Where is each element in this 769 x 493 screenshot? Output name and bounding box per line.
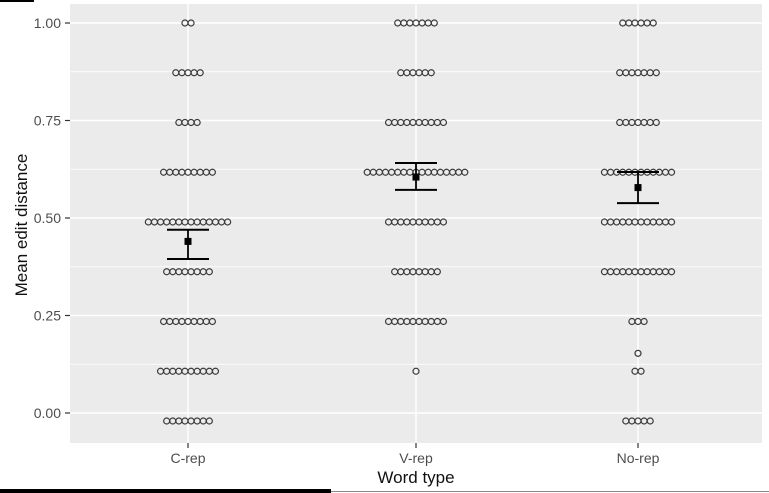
data-dot xyxy=(196,69,204,77)
y-axis-title: Mean edit distance xyxy=(12,153,31,297)
x-tick-label: C-rep xyxy=(170,450,205,466)
data-dot xyxy=(205,268,213,276)
data-dot xyxy=(208,168,216,176)
data-dot xyxy=(667,268,676,276)
data-dot xyxy=(637,367,645,375)
data-dot xyxy=(439,118,448,127)
data-dot xyxy=(224,218,232,226)
data-dot xyxy=(667,168,676,176)
data-dot xyxy=(667,218,676,226)
y-tick-label: 1.00 xyxy=(34,15,61,31)
data-dot xyxy=(640,317,648,326)
data-dot xyxy=(211,367,220,375)
scan-border-artifact-bottom-line xyxy=(0,491,769,492)
data-dot xyxy=(649,19,657,27)
data-dot xyxy=(461,168,469,176)
y-tick-label: 0.75 xyxy=(34,113,61,129)
data-dot xyxy=(205,417,213,425)
x-axis-title: Word type xyxy=(377,468,455,487)
data-dot xyxy=(427,69,435,77)
data-dot xyxy=(652,69,660,77)
y-tick-label: 0.25 xyxy=(34,308,61,324)
data-dot xyxy=(430,19,438,27)
scan-border-artifact-bottom-bar xyxy=(0,489,331,493)
data-dot xyxy=(439,218,448,226)
mean-point xyxy=(634,184,642,192)
data-dot xyxy=(439,317,448,326)
data-dot xyxy=(193,118,201,127)
data-dot xyxy=(412,367,420,375)
scan-border-artifact-top xyxy=(0,0,34,2)
mean-point xyxy=(184,237,192,245)
x-tick-label: V-rep xyxy=(399,450,433,466)
data-dot xyxy=(433,268,441,276)
data-dot xyxy=(187,19,195,27)
x-tick-label: No-rep xyxy=(617,450,660,466)
data-dot xyxy=(652,118,660,127)
data-dot xyxy=(646,417,654,425)
y-tick-label: 0.00 xyxy=(34,405,61,421)
data-dot xyxy=(634,349,642,357)
mean-point xyxy=(412,173,420,181)
y-tick-label: 0.50 xyxy=(34,210,61,226)
data-dot xyxy=(208,317,216,326)
